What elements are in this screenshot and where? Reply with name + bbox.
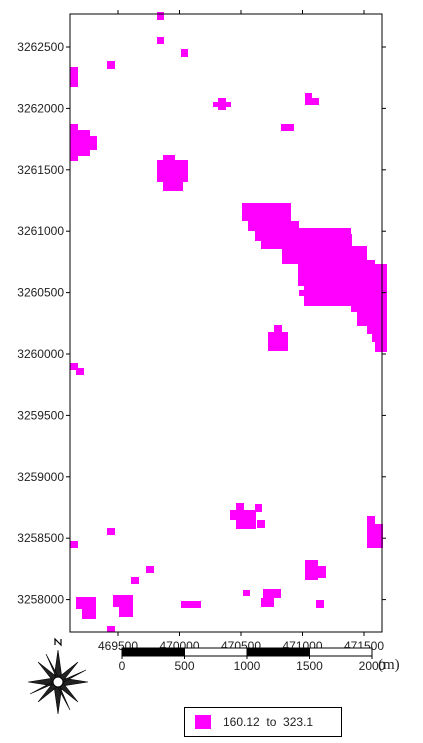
raster-patch	[375, 264, 387, 352]
raster-patch	[119, 607, 133, 617]
x-axis: 469500 470000 470500 471000 471500	[98, 10, 384, 653]
raster-patch	[107, 626, 115, 632]
y-tick-label: 3259500	[17, 408, 64, 422]
raster-patch	[268, 332, 288, 351]
raster-patch	[282, 246, 367, 264]
scale-bar: 0 500 1000 1500 2000	[119, 647, 386, 673]
raster-patch	[82, 597, 96, 619]
raster-patch	[305, 98, 319, 105]
y-tick-label: 3258500	[17, 531, 64, 545]
raster-patch	[367, 516, 375, 524]
scale-bar-segment	[121, 647, 185, 657]
scale-bar-segment	[309, 647, 373, 657]
legend: 160.12 to 323.1	[184, 707, 342, 737]
raster-patch	[242, 203, 291, 221]
raster-patch	[181, 49, 188, 57]
raster-patch	[263, 589, 281, 598]
raster-patch	[367, 524, 383, 548]
raster-patch	[316, 600, 324, 608]
y-tick-label: 3258000	[17, 593, 64, 607]
raster-patch	[157, 12, 164, 20]
raster-patch	[336, 260, 375, 270]
raster-patch	[274, 325, 282, 332]
y-tick-label: 3262000	[17, 101, 64, 115]
raster-patch	[70, 541, 78, 548]
raster-patch	[163, 182, 183, 191]
scale-bar-label: 1500	[296, 659, 323, 673]
raster-patch	[255, 504, 262, 512]
scale-bar-label: 0	[119, 659, 126, 673]
raster-patch	[78, 136, 97, 150]
raster-patch	[181, 601, 201, 608]
map-frame	[69, 13, 383, 633]
scale-bar-label: 1000	[234, 659, 261, 673]
raster-patch	[107, 528, 115, 535]
y-tick-label: 3259000	[17, 470, 64, 484]
raster-patch	[272, 234, 352, 246]
scale-bar-segment	[184, 647, 248, 657]
raster-patch	[146, 566, 154, 573]
raster-patch	[76, 597, 84, 609]
raster-patch	[281, 124, 294, 131]
raster-patch	[266, 228, 351, 234]
y-axis: 3262500 3262000 3261500 3261000 3260500 32600…	[17, 40, 386, 607]
scale-bar-segment	[246, 647, 310, 657]
raster-patch	[261, 598, 274, 607]
scale-bar-label: 500	[174, 659, 194, 673]
raster-patch	[157, 166, 188, 182]
raster-patch	[157, 160, 188, 166]
raster-patch	[236, 520, 256, 529]
raster-patch	[230, 510, 256, 520]
raster-patch	[70, 363, 78, 370]
raster-patch	[243, 590, 250, 596]
compass-rose-icon	[27, 637, 89, 715]
y-tick-label: 3261500	[17, 163, 64, 177]
y-tick-label: 3261000	[17, 224, 64, 238]
y-tick-label: 3260500	[17, 286, 64, 300]
raster-patch	[299, 290, 306, 296]
raster-patch	[213, 102, 231, 107]
raster-patch	[131, 577, 139, 584]
raster-patch	[163, 155, 175, 161]
patch-layer	[70, 12, 387, 632]
legend-swatch	[195, 715, 211, 729]
raster-patch	[157, 37, 164, 44]
raster-patch	[312, 566, 326, 578]
raster-patch	[345, 286, 384, 300]
legend-range-label: 160.12 to 323.1	[223, 715, 314, 729]
scale-unit: (m)	[378, 657, 400, 673]
raster-patch	[113, 595, 133, 607]
raster-patch	[76, 368, 84, 375]
y-tick-label: 3262500	[17, 40, 64, 54]
raster-patch	[257, 520, 265, 528]
raster-patch	[107, 61, 115, 69]
raster-patch	[70, 67, 78, 87]
scale-bar-label: 2000	[359, 659, 386, 673]
y-tick-label: 3260000	[17, 347, 64, 361]
raster-patch	[236, 503, 244, 511]
